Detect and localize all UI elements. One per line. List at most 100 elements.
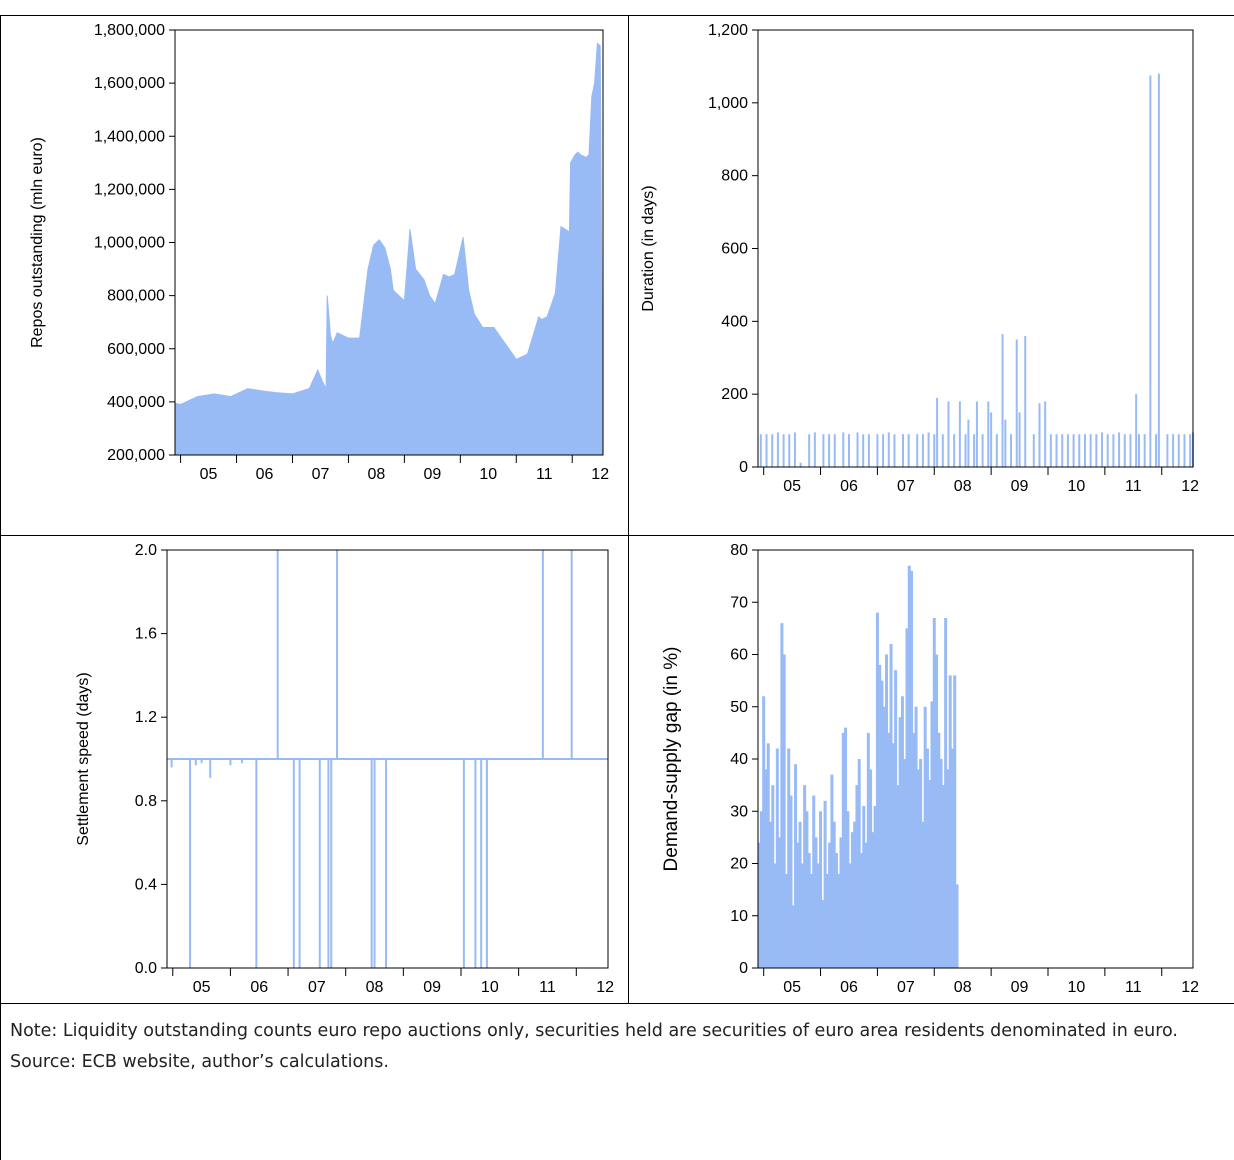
x-tick-label: 12 [596,979,614,996]
y-tick-label: 1,200,000 [94,181,165,198]
y-tick-label: 600,000 [107,341,165,358]
bar [898,717,902,968]
bar [1078,434,1081,467]
bar [823,800,827,968]
bar [798,821,802,968]
bar [995,434,998,467]
x-tick-label: 08 [368,466,386,483]
bar [944,617,948,968]
bar [807,853,811,968]
border-top [0,15,1234,16]
bar [987,401,990,467]
bar [1123,434,1126,467]
y-tick-label: 30 [730,803,748,820]
bar [869,769,873,968]
bar [1024,335,1027,467]
y-tick-label: 1,000,000 [94,235,165,252]
plot-frame [757,29,1194,468]
bar [771,434,774,467]
bar [907,434,910,467]
bar [878,664,882,968]
bar [889,644,893,968]
bar [570,550,573,759]
y-tick-label: 60 [730,647,748,664]
bar [1015,339,1018,467]
bar [170,759,173,768]
bar [791,905,795,968]
chart-demand-supply-gap: 0 10 20 30 40 50 60 70 80 05 06 07 08 09 10 11 12 Demand-… [661,542,1199,996]
bar [200,759,203,764]
bar [839,837,843,968]
bar [762,696,766,968]
bar [189,759,192,968]
bar [1183,434,1186,467]
bar [799,462,802,467]
chart-duration: 0 200 400 600 800 1,000 1,200 05 06 07 08 09 10 11 12 D… [640,22,1199,495]
y-tick-label: 800,000 [107,288,165,305]
bar [370,759,373,968]
y-tick-label: 400 [721,313,748,330]
x-tick-label: 10 [479,466,497,483]
bar [887,732,891,968]
chart-repos-outstanding: 200,000 400,000 600,000 800,000 1,000,000 1,2… [29,22,609,483]
y-tick-label: 50 [730,699,748,716]
bar [808,434,811,467]
x-tick-label: 11 [1125,478,1142,495]
y-axis-label: Settlement speed (days) [75,672,92,845]
bar [864,842,868,968]
bar [541,550,544,759]
x-tick-label: 07 [897,478,915,495]
bar [857,759,861,968]
bar [1032,434,1035,467]
bar [950,748,954,968]
bar [955,884,959,968]
bar [1083,434,1086,467]
bar [1166,434,1169,467]
y-tick-label: 20 [730,856,748,873]
bar [194,759,197,766]
bar [921,434,924,467]
bar [882,706,886,968]
bar [1143,434,1146,467]
x-tick-label: 06 [256,466,274,483]
bar [771,785,775,968]
bar [773,863,777,968]
x-tick-label: 08 [954,979,972,996]
bar [916,434,919,467]
y-tick-label: 10 [730,908,748,925]
bar [953,675,957,968]
bar [939,759,943,968]
x-tick-label: 08 [366,979,384,996]
bar [912,732,916,968]
bar [880,680,884,968]
bar [947,401,950,467]
bar [209,759,212,778]
bar [935,654,939,968]
chart-settlement-speed: 0.0 0.4 0.8 1.2 1.6 2.0 05 06 07 08 09 10 11 12 Settle… [75,542,614,996]
bar [1018,412,1021,467]
bar [946,769,950,968]
bar [789,795,793,968]
y-axis-label: Repos outstanding (mln euro) [29,137,46,348]
y-tick-label: 2.0 [135,542,157,559]
y-tick-label: 0.0 [135,960,157,977]
bar [885,654,889,968]
x-tick-label: 07 [897,979,915,996]
x-tick-label: 05 [783,979,801,996]
bar [1066,434,1069,467]
y-tick-label: 1.6 [135,626,157,643]
x-tick-label: 07 [312,466,330,483]
x-tick-label: 06 [840,478,858,495]
bar [844,727,848,968]
bar [896,785,900,968]
y-tick-label: 1,600,000 [94,75,165,92]
bar [847,434,850,467]
x-tick-label: 12 [1181,478,1199,495]
x-tick-label: 08 [954,478,972,495]
bar [782,434,785,467]
bar [812,795,816,968]
bar [292,759,295,968]
y-tick-label: 0 [739,960,748,977]
bar [816,863,820,968]
